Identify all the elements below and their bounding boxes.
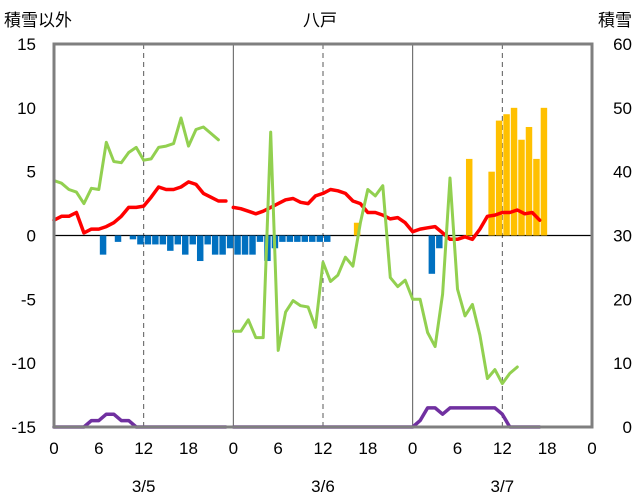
x-tick-label: 0: [49, 439, 58, 458]
orange-bar: [518, 139, 525, 236]
orange-bar: [540, 107, 548, 236]
blue-bar: [286, 235, 294, 242]
left-tick-label: 10: [17, 99, 36, 118]
right-tick-label: 20: [613, 290, 632, 309]
right-tick-label: 30: [613, 227, 632, 246]
green-series-line: [52, 116, 220, 206]
blue-bar: [196, 235, 204, 262]
blue-bar: [428, 235, 436, 274]
left-tick-label: 0: [27, 227, 36, 246]
blue-bar: [159, 235, 167, 245]
blue-bar: [152, 235, 159, 245]
right-tick-label: 0: [623, 418, 632, 437]
day-label: 3/7: [491, 477, 515, 496]
orange-bar: [525, 126, 533, 236]
blue-bar: [211, 235, 219, 255]
left-tick-label: -15: [11, 418, 36, 437]
purple-series-line: [231, 406, 542, 429]
right-tick-label: 50: [613, 99, 632, 118]
blue-bar: [234, 235, 241, 255]
right-tick-label: 10: [613, 354, 632, 373]
blue-bar: [316, 235, 323, 242]
day-label: 3/5: [132, 477, 156, 496]
blue-bar: [129, 235, 137, 240]
plot-border: [52, 42, 594, 429]
x-tick-label: 12: [314, 439, 333, 458]
blue-bar: [204, 235, 211, 245]
orange-bar: [465, 158, 473, 236]
orange-bar: [488, 171, 495, 236]
left-tick-label: 15: [17, 35, 36, 54]
x-tick-label: 0: [229, 439, 238, 458]
x-axis-ticks: 0 6 12 18 0 6 12 18 0 6 12 18 0: [49, 439, 596, 458]
x-tick-label: 0: [408, 439, 417, 458]
orange-bar: [495, 120, 503, 236]
blue-bar: [167, 235, 174, 251]
blue-bar: [137, 235, 144, 245]
day-label: 3/6: [311, 477, 335, 496]
blue-bar: [114, 235, 122, 242]
x-tick-label: 18: [538, 439, 557, 458]
blue-bar: [182, 235, 189, 255]
blue-bar: [279, 235, 286, 242]
red-series-line: [52, 180, 228, 235]
x-tick-label: 6: [273, 439, 282, 458]
right-tick-label: 40: [613, 163, 632, 182]
blue-bar: [294, 235, 301, 242]
right-axis-label: 積雪: [598, 11, 632, 30]
orange-bar: [353, 222, 361, 236]
left-tick-label: -10: [11, 354, 36, 373]
x-tick-label: 6: [453, 439, 462, 458]
plot-frame: [52, 42, 594, 429]
orange-bar: [503, 114, 510, 236]
blue-bar: [436, 235, 443, 249]
blue-bar: [174, 235, 182, 245]
blue-bar: [226, 235, 234, 249]
x-tick-label: 12: [134, 439, 153, 458]
blue-bar: [256, 235, 264, 242]
x-tick-label: 12: [493, 439, 512, 458]
left-tick-label: -5: [21, 290, 36, 309]
x-tick-label: 0: [587, 439, 596, 458]
purple-series-line: [52, 412, 228, 429]
left-axis-ticks: 15 10 5 0 -5 -10 -15: [11, 35, 36, 437]
right-axis-ticks: 60 50 40 30 20 10 0: [613, 35, 632, 437]
x-tick-label: 18: [179, 439, 198, 458]
blue-bar: [219, 235, 226, 255]
blue-bar: [99, 235, 107, 255]
left-axis-label: 積雪以外: [4, 11, 72, 30]
blue-bar: [249, 235, 256, 255]
right-tick-label: 60: [613, 35, 632, 54]
blue-bar: [144, 235, 152, 245]
blue-bar: [189, 235, 196, 245]
green-series-line: [231, 130, 519, 386]
day-labels: 3/5 3/6 3/7: [132, 477, 514, 496]
blue-bar: [324, 235, 331, 242]
x-tick-label: 6: [94, 439, 103, 458]
orange-bar: [533, 158, 540, 236]
chart-title: 八戸: [303, 11, 337, 30]
blue-bar: [241, 235, 249, 255]
orange-bar: [510, 107, 518, 236]
blue-bar: [309, 235, 316, 242]
x-tick-label: 18: [358, 439, 377, 458]
blue-bar: [301, 235, 309, 242]
left-tick-label: 5: [27, 163, 36, 182]
